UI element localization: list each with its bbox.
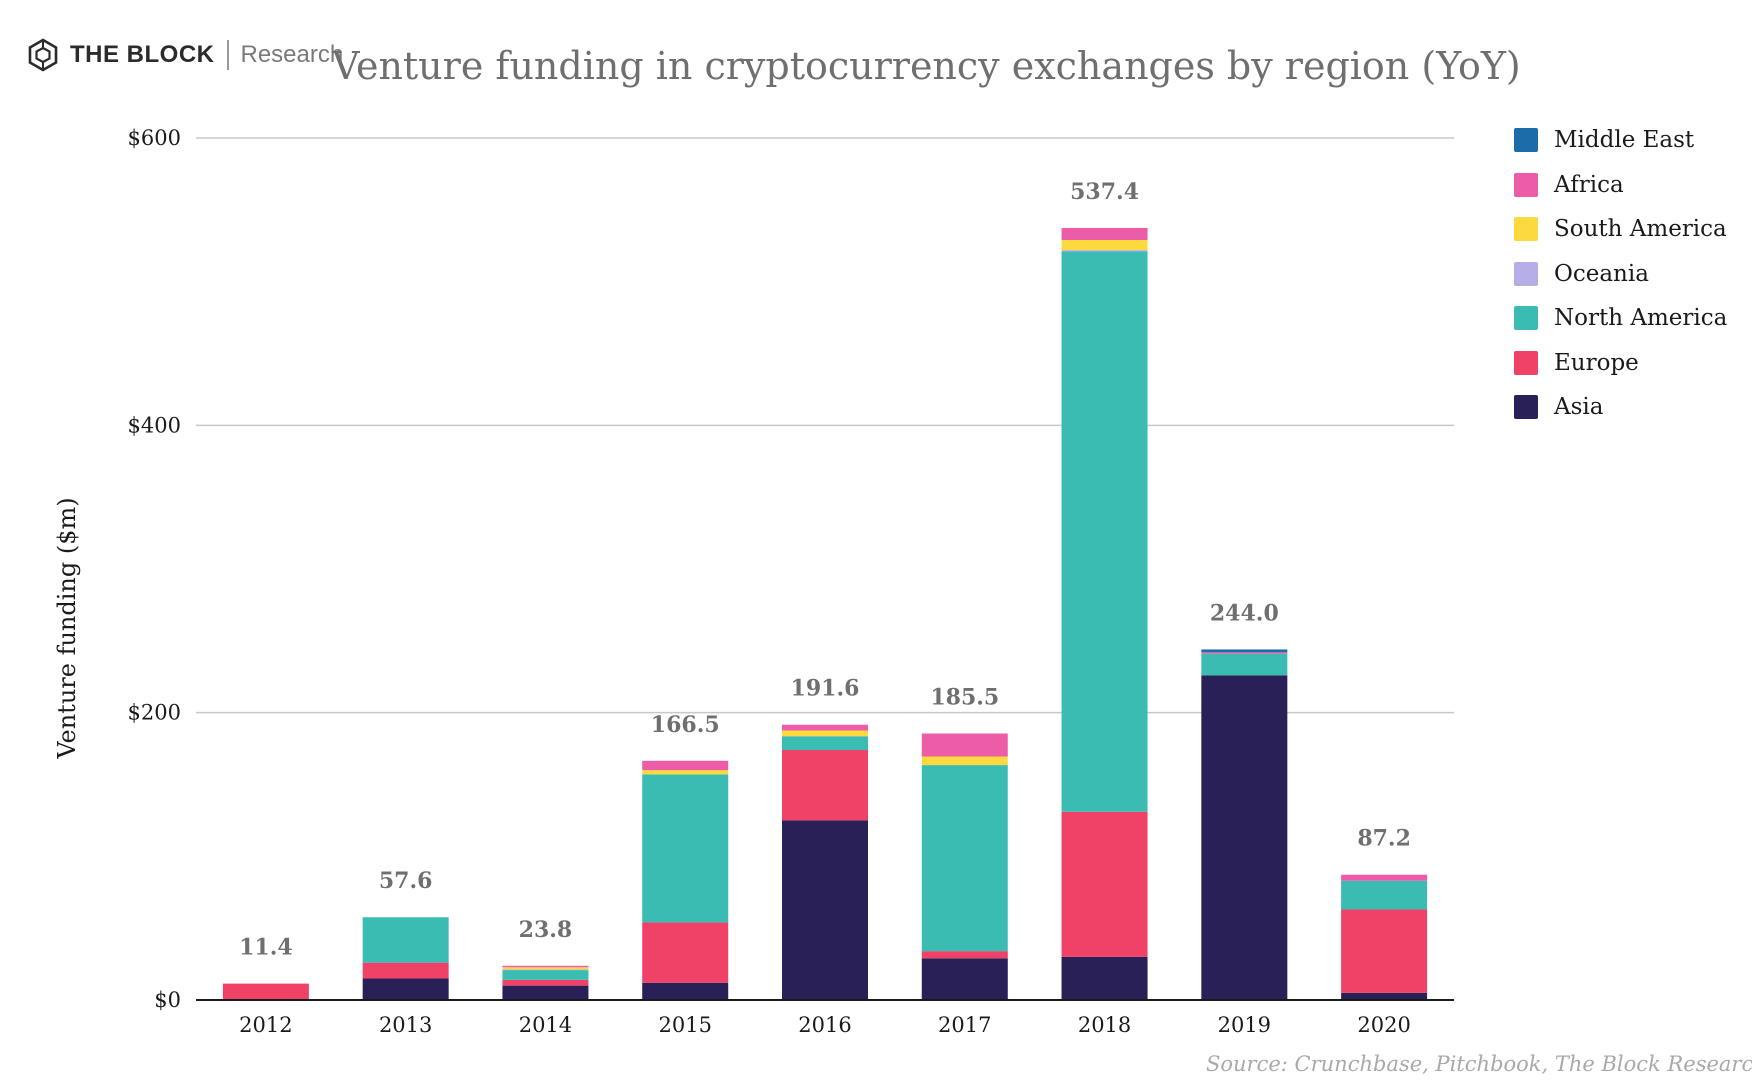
legend-label: Asia: [1554, 394, 1604, 421]
bar-segment-north-america-2019: [1201, 653, 1288, 676]
bar-segment-north-america-2017: [921, 765, 1008, 952]
bar-segment-europe-2016: [782, 750, 868, 821]
x-tick-label: 2019: [1218, 1013, 1271, 1037]
bar-total-label: 11.4: [239, 935, 293, 961]
brand-name: THE BLOCK: [70, 41, 215, 68]
x-tick-label: 2016: [798, 1013, 851, 1037]
brand-logo: THE BLOCK Research: [26, 38, 343, 72]
y-tick-label: $0: [154, 988, 181, 1012]
bar-segment-africa-2017: [921, 733, 1008, 757]
bar-segment-oceania-2014: [502, 969, 589, 971]
bar-segment-asia-2014: [502, 985, 589, 1000]
bar-segment-africa-2020: [1341, 874, 1428, 881]
y-tick-label: $600: [128, 126, 181, 150]
bar-segment-north-america-2018: [1061, 251, 1148, 812]
legend-item: South America: [1514, 207, 1727, 252]
x-tick-label: 2012: [239, 1013, 292, 1037]
legend-item: Oceania: [1514, 252, 1727, 297]
bar-segment-south-america-2015: [642, 770, 729, 775]
bar-segment-europe-2018: [1061, 811, 1148, 957]
bar-segment-north-america-2020: [1341, 880, 1428, 910]
legend-swatch: [1514, 261, 1538, 286]
bars: [222, 227, 1428, 1000]
bar-segment-south-america-2014: [502, 967, 589, 970]
y-axis: $0 $200 $400 $600: [128, 126, 181, 1012]
bar-segment-africa-2016: [782, 724, 868, 731]
legend-label: Europe: [1554, 349, 1639, 376]
legend-item: Africa: [1514, 163, 1727, 208]
x-axis: 2012 2013 2014 2015 2016 2017 2018 2019 2020: [196, 999, 1454, 1037]
legend-item: Middle East: [1514, 118, 1727, 163]
chart-title: Venture funding in cryptocurrency exchan…: [332, 44, 1521, 88]
bar-segment-oceania-2018: [1061, 250, 1148, 252]
bar-total-label: 57.6: [379, 868, 433, 894]
bar-total-label: 87.2: [1357, 826, 1411, 852]
bar-segment-asia-2018: [1061, 956, 1148, 1000]
bar-segment-asia-2013: [362, 978, 449, 1000]
bar-segment-south-america-2017: [921, 756, 1008, 766]
brand-divider: [226, 40, 229, 70]
y-tick-label: $400: [128, 413, 181, 437]
legend-label: North America: [1554, 305, 1728, 332]
legend-item: Asia: [1514, 385, 1727, 430]
bar-segment-africa-2018: [1061, 227, 1148, 241]
legend-swatch: [1514, 128, 1538, 153]
bar-segment-north-america-2016: [782, 736, 868, 751]
legend-swatch: [1514, 350, 1538, 375]
bar-segment-asia-2015: [642, 982, 729, 1000]
legend-item: North America: [1514, 296, 1727, 341]
bar-segment-africa-2019: [1201, 652, 1288, 654]
y-axis-title: Venture funding ($m): [53, 497, 81, 759]
cube-logo-icon: [28, 38, 58, 72]
legend-swatch: [1514, 172, 1538, 197]
y-tick-label: $200: [128, 701, 181, 725]
x-tick-label: 2013: [379, 1013, 432, 1037]
legend-swatch: [1514, 306, 1538, 331]
legend-label: Oceania: [1554, 260, 1649, 287]
legend-label: Middle East: [1554, 127, 1695, 154]
source-note: Source: Crunchbase, Pitchbook, The Block…: [1206, 1052, 1752, 1076]
bar-segment-south-america-2018: [1061, 240, 1148, 251]
bar-total-label: 191.6: [791, 676, 860, 702]
bar-segment-europe-2012: [222, 983, 309, 1000]
x-tick-label: 2020: [1357, 1013, 1410, 1037]
bar-segment-north-america-2014: [502, 970, 589, 980]
bar-segment-north-america-2013: [362, 917, 449, 963]
bar-segment-europe-2013: [362, 962, 449, 979]
bar-segment-europe-2020: [1341, 909, 1428, 993]
x-tick-label: 2017: [938, 1013, 991, 1037]
bar-segment-africa-2015: [642, 760, 729, 771]
bar-total-labels: 11.4 57.6 23.8 166.5 191.6 185.5 537.4 244.0 87.…: [239, 179, 1411, 961]
bar-segment-asia-2017: [921, 958, 1008, 1000]
bar-total-label: 244.0: [1210, 600, 1279, 626]
bar-total-label: 23.8: [519, 917, 573, 943]
x-tick-label: 2015: [658, 1013, 711, 1037]
bar-segment-asia-2020: [1341, 992, 1428, 1000]
chart-legend: Middle East Africa South America Oceania Nor…: [1514, 118, 1727, 430]
bar-total-label: 166.5: [651, 712, 720, 738]
bar-segment-africa-2014: [502, 965, 589, 968]
x-tick-label: 2014: [519, 1013, 572, 1037]
bar-segment-north-america-2015: [642, 774, 729, 923]
legend-item: Europe: [1514, 341, 1727, 386]
bar-segment-asia-2019: [1201, 675, 1288, 1000]
x-tick-label: 2018: [1078, 1013, 1131, 1037]
bar-segment-south-america-2016: [782, 730, 868, 737]
legend-swatch: [1514, 395, 1538, 420]
legend-swatch: [1514, 217, 1538, 242]
bar-segment-middle-east-2019: [1201, 649, 1288, 653]
bar-segment-europe-2017: [921, 951, 1008, 959]
legend-label: South America: [1554, 216, 1727, 243]
brand-subtitle: Research: [240, 41, 344, 68]
bar-segment-asia-2016: [782, 820, 868, 1000]
bar-total-label: 537.4: [1070, 179, 1139, 205]
bar-segment-europe-2015: [642, 922, 729, 983]
chart-header: THE BLOCK Research Venture funding in cr…: [0, 0, 1752, 120]
bar-total-label: 185.5: [930, 684, 999, 710]
bar-segment-europe-2014: [502, 979, 589, 986]
legend-label: Africa: [1554, 171, 1624, 198]
